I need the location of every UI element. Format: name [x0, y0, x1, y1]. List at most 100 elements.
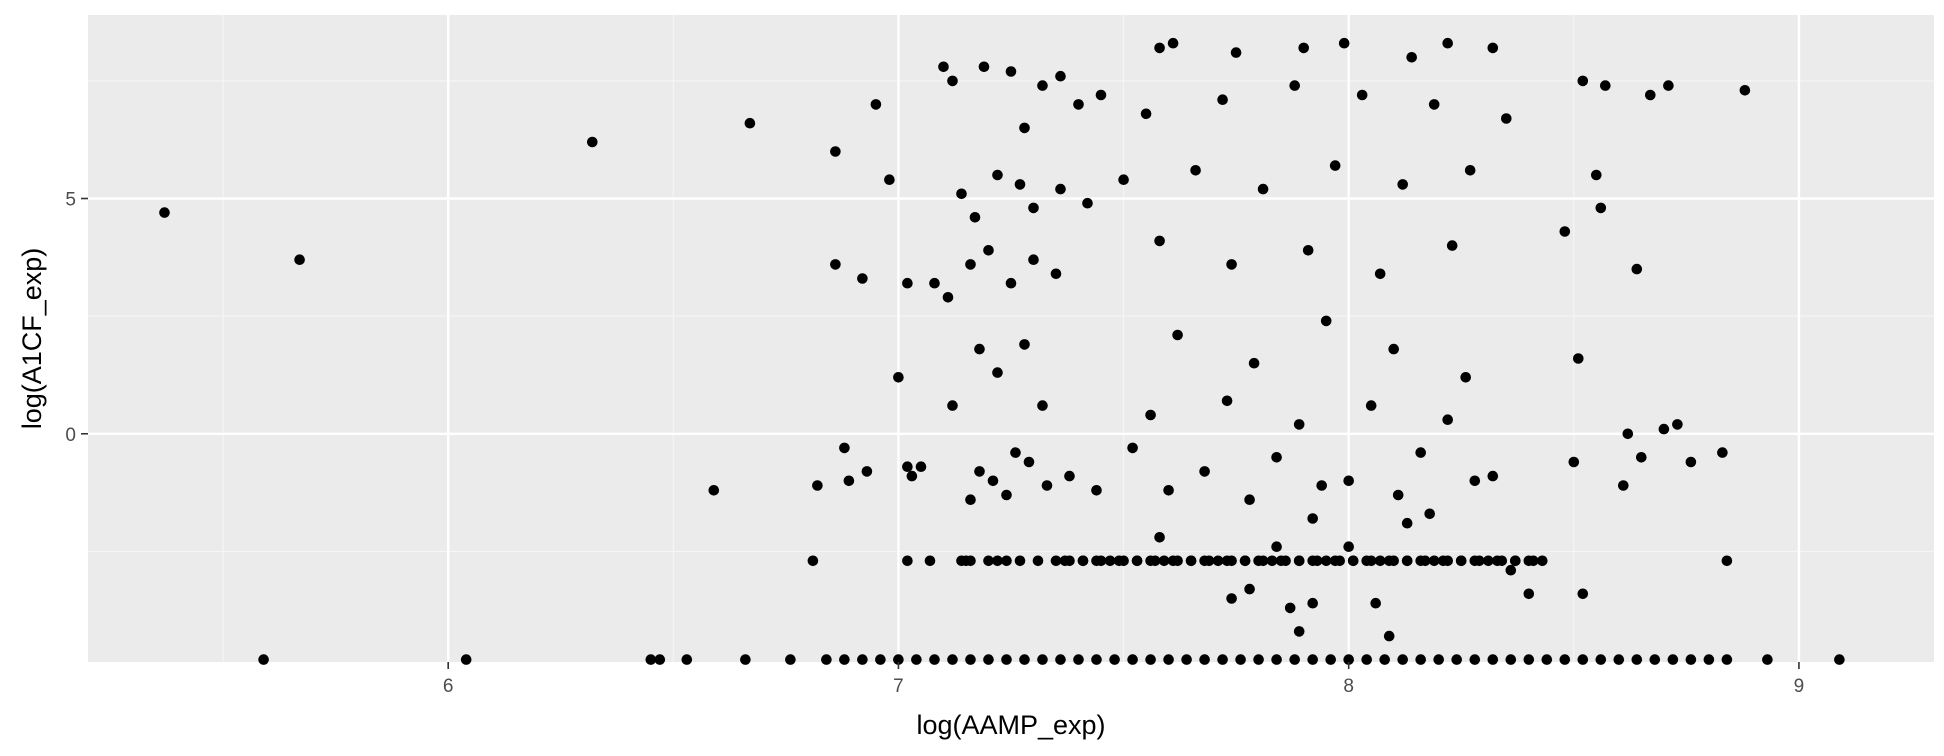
scatter-point	[1618, 480, 1629, 491]
scatter-point	[1428, 555, 1440, 567]
scatter-point	[1374, 268, 1386, 280]
scatter-point	[1703, 654, 1715, 665]
scatter-point	[1577, 654, 1589, 665]
scatter-point	[1406, 52, 1417, 63]
scatter-point	[1460, 372, 1471, 383]
scatter-point	[915, 461, 927, 473]
scatter-point	[1320, 555, 1332, 567]
scatter-point	[1464, 165, 1476, 176]
scatter-point	[929, 654, 940, 665]
scatter-point	[1370, 597, 1381, 609]
scatter-point	[947, 75, 958, 87]
scatter-point	[1253, 654, 1264, 665]
y-axis: 05	[65, 190, 88, 446]
scatter-point	[1104, 555, 1116, 567]
scatter-point	[1559, 654, 1571, 665]
scatter-point	[1613, 654, 1625, 665]
scatter-point	[1600, 80, 1611, 91]
scatter-point	[1302, 245, 1314, 256]
scatter-point	[1595, 202, 1607, 214]
scatter-point	[902, 277, 913, 289]
scatter-point	[1059, 555, 1071, 567]
scatter-point	[681, 654, 693, 665]
scatter-point	[1622, 428, 1634, 440]
scatter-point	[1181, 654, 1192, 665]
scatter-point	[1082, 197, 1093, 209]
scatter-point	[1419, 555, 1431, 567]
scatter-point	[1307, 654, 1318, 665]
scatter-point	[1001, 555, 1012, 567]
scatter-point	[1077, 555, 1089, 567]
scatter-point	[1649, 654, 1661, 665]
scatter-point	[830, 146, 841, 157]
scatter-point	[1163, 654, 1174, 665]
scatter-point	[1577, 75, 1589, 87]
scatter-point	[1154, 42, 1165, 54]
scatter-point	[947, 654, 958, 665]
scatter-point	[992, 555, 1003, 567]
scatter-point	[1217, 654, 1228, 665]
scatter-point	[1559, 226, 1571, 237]
scatter-point	[1257, 555, 1269, 567]
scatter-point	[1037, 400, 1048, 411]
y-tick-label: 5	[65, 190, 76, 211]
scatter-point	[1055, 183, 1066, 195]
scatter-point	[1415, 654, 1426, 665]
scatter-point	[1064, 470, 1075, 482]
scatter-point	[1645, 89, 1656, 101]
scatter-point	[1050, 268, 1062, 280]
scatter-point	[740, 654, 751, 665]
scatter-point	[1442, 414, 1453, 426]
scatter-point	[1113, 555, 1125, 567]
scatter-point	[1667, 654, 1679, 665]
scatter-point	[983, 654, 994, 665]
scatter-point	[1685, 456, 1697, 468]
scatter-point	[1392, 489, 1404, 501]
scatter-point	[965, 494, 976, 506]
scatter-point	[654, 654, 666, 665]
scatter-point	[1721, 654, 1733, 665]
scatter-point	[1032, 555, 1044, 567]
scatter-point	[1424, 508, 1435, 520]
scatter-point	[1501, 113, 1512, 124]
scatter-point	[1014, 179, 1026, 190]
scatter-point	[942, 292, 954, 303]
scatter-point	[1401, 517, 1413, 529]
scatter-point	[294, 254, 305, 265]
scatter-point	[1343, 475, 1354, 487]
scatter-point	[1055, 654, 1066, 665]
scatter-point	[929, 277, 940, 289]
scatter-point	[1293, 419, 1305, 430]
scatter-point	[870, 99, 882, 110]
scatter-point	[1437, 555, 1449, 567]
scatter-point	[956, 188, 967, 200]
scatter-point	[1010, 447, 1021, 458]
scatter-point	[1631, 263, 1643, 275]
scatter-point	[1365, 555, 1377, 567]
scatter-point	[1145, 409, 1156, 421]
scatter-point	[1523, 654, 1535, 665]
x-axis-title: log(AAMP_exp)	[916, 710, 1105, 740]
scatter-point	[1474, 555, 1485, 567]
scatter-point	[1685, 654, 1697, 665]
scatter-point	[983, 555, 994, 567]
scatter-point	[1383, 630, 1395, 642]
scatter-point	[1505, 564, 1517, 576]
scatter-point	[1343, 541, 1354, 552]
scatter-point	[1469, 475, 1481, 487]
scatter-point	[1451, 654, 1462, 665]
scatter-point	[1028, 202, 1039, 214]
scatter-point	[1199, 466, 1210, 477]
scatter-point	[830, 259, 841, 270]
scatter-point	[857, 654, 868, 665]
scatter-point	[1073, 654, 1084, 665]
scatter-point	[974, 466, 985, 477]
scatter-point	[992, 169, 1003, 181]
scatter-point	[1073, 99, 1084, 110]
scatter-point	[1167, 555, 1179, 567]
scatter-point	[1019, 339, 1030, 350]
scatter-point	[969, 212, 981, 223]
scatter-point	[1028, 254, 1039, 265]
